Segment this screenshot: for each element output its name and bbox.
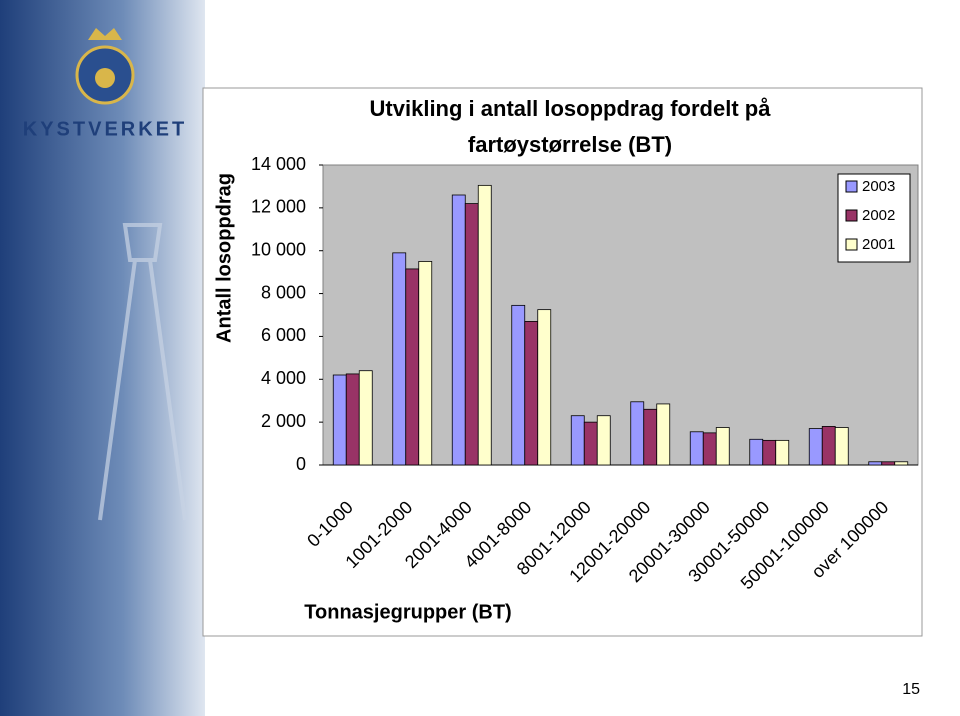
- bar: [630, 401, 645, 466]
- tower-silhouette: [98, 223, 187, 521]
- legend-swatch: [845, 238, 858, 251]
- legend-swatch: [845, 180, 858, 193]
- legend-swatch: [845, 209, 858, 222]
- y-tick-label: 10 000: [251, 239, 306, 259]
- legend-label: 2003: [862, 178, 895, 195]
- sidebar: [0, 0, 205, 716]
- bar: [392, 252, 407, 466]
- chart-title: Utvikling i antall losoppdrag fordelt på: [370, 96, 772, 121]
- bar: [762, 439, 777, 466]
- y-tick-label: 6 000: [261, 325, 306, 345]
- legend-label: 2001: [862, 236, 895, 253]
- bar: [643, 408, 658, 466]
- bar: [702, 432, 717, 466]
- bar: [656, 403, 671, 466]
- bar: [464, 203, 479, 466]
- bar: [405, 268, 420, 466]
- bar: [570, 415, 585, 466]
- bar: [808, 428, 823, 466]
- y-tick-label: 8 000: [261, 282, 306, 302]
- bar: [511, 304, 526, 466]
- bar: [451, 194, 466, 466]
- page-number: 15: [902, 681, 920, 698]
- bar: [821, 426, 836, 466]
- bar: [834, 427, 849, 466]
- y-axis-title: Antall losoppdrag: [213, 173, 235, 343]
- y-tick-label: 2 000: [261, 411, 306, 431]
- y-tick-label: 0: [296, 454, 306, 474]
- bar: [583, 421, 598, 466]
- chart-subtitle: fartøystørrelse (BT): [468, 132, 672, 157]
- bar: [749, 438, 764, 466]
- y-tick-label: 14 000: [251, 154, 306, 174]
- bar: [418, 261, 433, 466]
- bar: [358, 370, 373, 466]
- x-axis-title: Tonnasjegrupper (BT): [304, 601, 511, 623]
- bar: [715, 427, 730, 466]
- bar: [894, 461, 909, 466]
- bar: [689, 431, 704, 466]
- logo-emblem: [75, 28, 135, 105]
- legend-label: 2002: [862, 207, 895, 224]
- logo-text: KYSTVERKET: [23, 118, 187, 140]
- y-tick-label: 4 000: [261, 368, 306, 388]
- bar: [477, 184, 492, 466]
- bar: [868, 461, 883, 466]
- bar: [596, 415, 611, 466]
- bar: [881, 461, 896, 466]
- bar: [345, 373, 360, 466]
- bar: [537, 309, 552, 466]
- y-tick-label: 12 000: [251, 197, 306, 217]
- bar: [524, 321, 539, 466]
- bar: [775, 439, 790, 466]
- bar: [332, 374, 347, 466]
